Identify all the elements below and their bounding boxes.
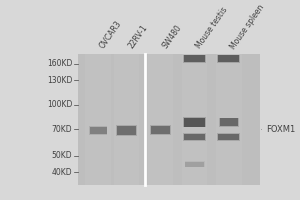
Text: 100KD: 100KD	[47, 100, 73, 109]
Bar	[184, 118, 205, 127]
Bar	[78, 54, 260, 185]
Bar	[218, 134, 239, 140]
Text: OVCAR3: OVCAR3	[98, 19, 124, 51]
Bar	[182, 54, 208, 185]
Bar	[114, 54, 139, 185]
Bar	[217, 133, 240, 141]
Bar	[89, 127, 106, 134]
Bar	[151, 125, 171, 135]
Bar	[184, 134, 205, 140]
Bar	[217, 55, 240, 63]
Bar	[219, 118, 239, 127]
Bar	[116, 126, 136, 135]
Bar	[220, 118, 238, 126]
Bar	[151, 126, 170, 134]
Text: Mouse spleen: Mouse spleen	[229, 2, 266, 51]
Text: SW480: SW480	[160, 23, 183, 51]
Bar	[183, 55, 206, 63]
Bar	[184, 161, 205, 167]
Bar	[218, 55, 239, 62]
Bar	[183, 117, 206, 127]
Bar	[183, 133, 206, 141]
Text: 130KD: 130KD	[47, 76, 73, 85]
Bar	[85, 54, 111, 185]
Bar	[184, 55, 205, 62]
Text: 50KD: 50KD	[52, 151, 73, 160]
Text: 160KD: 160KD	[47, 59, 73, 68]
Text: 40KD: 40KD	[52, 168, 73, 177]
Bar	[148, 54, 173, 185]
Bar	[89, 126, 107, 135]
Bar	[116, 125, 137, 136]
Text: 22RV-1: 22RV-1	[127, 23, 149, 51]
Text: 70KD: 70KD	[52, 125, 73, 134]
Bar	[216, 54, 242, 185]
Text: Mouse testis: Mouse testis	[195, 6, 230, 51]
Text: FOXM1: FOXM1	[266, 125, 295, 134]
Bar	[185, 162, 204, 167]
